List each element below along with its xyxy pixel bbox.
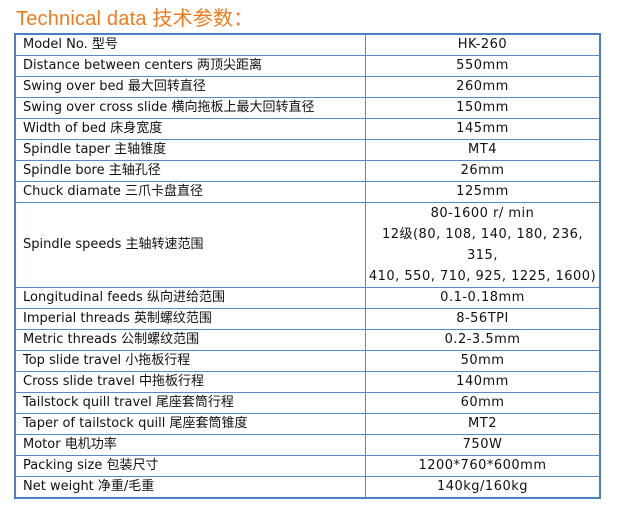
table-row: Chuck diamate 三爪卡盘直径 125mm	[14, 181, 601, 203]
spec-value-line: 410, 550, 710, 925, 1225, 1600)	[368, 269, 597, 284]
spec-label: Distance between centers 两顶尖距离	[14, 55, 366, 77]
spec-label: Longitudinal feeds 纵向进给范围	[14, 287, 366, 309]
spec-label: Imperial threads 英制螺纹范围	[14, 308, 366, 330]
table-row: Swing over bed 最大回转直径 260mm	[14, 76, 601, 98]
spec-label: Cross slide travel 中拖板行程	[14, 371, 366, 393]
spec-value: 125mm	[365, 181, 601, 203]
spec-value: 750W	[365, 434, 601, 456]
spec-value: 1200*760*600mm	[365, 455, 601, 477]
spec-value-line: 80-1600 r/ min	[430, 206, 535, 221]
spec-value: 60mm	[365, 392, 601, 414]
spec-value: 140kg/160kg	[365, 476, 601, 499]
spec-label: Spindle speeds 主轴转速范围	[14, 202, 366, 288]
table-row: Top slide travel 小拖板行程 50mm	[14, 350, 601, 372]
table-row: Spindle speeds 主轴转速范围 80-1600 r/ min 12级(8…	[14, 202, 601, 288]
table-row: Longitudinal feeds 纵向进给范围 0.1-0.18mm	[14, 287, 601, 309]
spec-value: 0.1-0.18mm	[365, 287, 601, 309]
table-row: Width of bed 床身宽度 145mm	[14, 118, 601, 140]
spec-value: 140mm	[365, 371, 601, 393]
spec-label: Packing size 包装尺寸	[14, 455, 366, 477]
spec-label: Metric threads 公制螺纹范围	[14, 329, 366, 351]
table-row: Tailstock quill travel 尾座套筒行程 60mm	[14, 392, 601, 414]
spec-value-line: 12级(80, 108, 140, 180, 236, 315,	[381, 227, 584, 263]
spec-label: Top slide travel 小拖板行程	[14, 350, 366, 372]
table-row: Model No. 型号 HK-260	[14, 33, 601, 56]
spec-value: 260mm	[365, 76, 601, 98]
spec-value: 26mm	[365, 160, 601, 182]
table-row: Spindle bore 主轴孔径 26mm	[14, 160, 601, 182]
spec-label: Swing over bed 最大回转直径	[14, 76, 366, 98]
table-row: Swing over cross slide 横向拖板上最大回转直径 150mm	[14, 97, 601, 119]
spec-label: Net weight 净重/毛重	[14, 476, 366, 499]
spec-value: HK-260	[365, 33, 601, 56]
table-row: Taper of tailstock quill 尾座套筒锥度 MT2	[14, 413, 601, 435]
spec-value: 8-56TPI	[365, 308, 601, 330]
table-row: Spindle taper 主轴锥度 MT4	[14, 139, 601, 161]
spec-value: 145mm	[365, 118, 601, 140]
table-row: Imperial threads 英制螺纹范围 8-56TPI	[14, 308, 601, 330]
spec-value: 0.2-3.5mm	[365, 329, 601, 351]
table-row: Packing size 包装尺寸 1200*760*600mm	[14, 455, 601, 477]
spec-label: Width of bed 床身宽度	[14, 118, 366, 140]
spec-value: MT4	[365, 139, 601, 161]
page-title: Technical data 技术参数：	[16, 8, 254, 30]
spec-label: Motor 电机功率	[14, 434, 366, 456]
table-row: Metric threads 公制螺纹范围 0.2-3.5mm	[14, 329, 601, 351]
table-row: Distance between centers 两顶尖距离 550mm	[14, 55, 601, 77]
spec-label: Chuck diamate 三爪卡盘直径	[14, 181, 366, 203]
spec-label: Model No. 型号	[14, 33, 366, 56]
table-row: Net weight 净重/毛重 140kg/160kg	[14, 476, 601, 499]
spec-label: Swing over cross slide 横向拖板上最大回转直径	[14, 97, 366, 119]
table-row: Cross slide travel 中拖板行程 140mm	[14, 371, 601, 393]
spec-value: 150mm	[365, 97, 601, 119]
spec-label: Taper of tailstock quill 尾座套筒锥度	[14, 413, 366, 435]
spec-value: 50mm	[365, 350, 601, 372]
table-row: Motor 电机功率 750W	[14, 434, 601, 456]
spec-value: 80-1600 r/ min 12级(80, 108, 140, 180, 236…	[365, 202, 601, 288]
spec-value: MT2	[365, 413, 601, 435]
spec-table: Model No. 型号 HK-260 Distance between cente…	[14, 33, 601, 499]
spec-label: Tailstock quill travel 尾座套筒行程	[14, 392, 366, 414]
spec-label: Spindle taper 主轴锥度	[14, 139, 366, 161]
spec-label: Spindle bore 主轴孔径	[14, 160, 366, 182]
spec-value: 550mm	[365, 55, 601, 77]
